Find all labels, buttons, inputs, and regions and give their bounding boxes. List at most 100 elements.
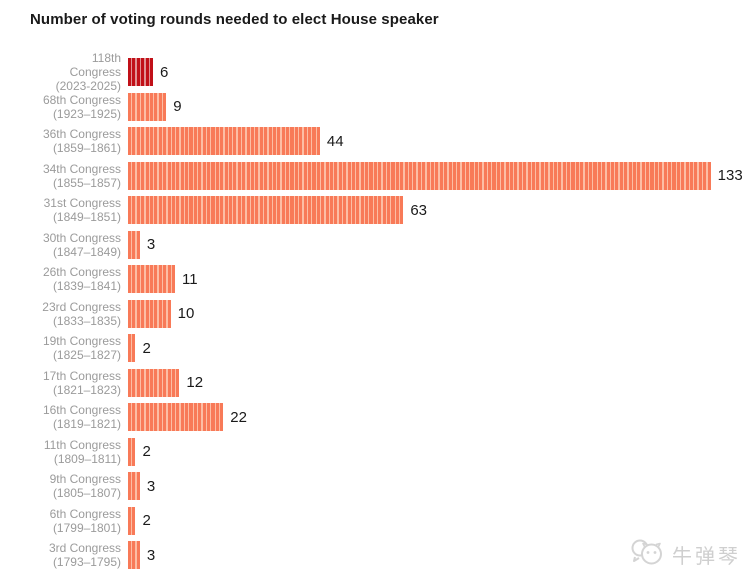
bar-stripe bbox=[356, 161, 360, 190]
bar-stripe bbox=[193, 127, 197, 156]
bar-stripe bbox=[176, 368, 180, 397]
category-label: 9th Congress (1805–1807) bbox=[49, 472, 121, 501]
bar-stripe bbox=[228, 127, 233, 156]
bar-area: 3 bbox=[128, 472, 155, 501]
bar-stripe bbox=[338, 196, 342, 225]
bar-stripe bbox=[378, 196, 382, 225]
bar-stripe bbox=[430, 161, 435, 190]
bar-stripe bbox=[444, 161, 448, 190]
bar-stripe bbox=[246, 196, 250, 225]
bar-area: 9 bbox=[128, 92, 182, 121]
bar-stripe bbox=[158, 196, 162, 225]
bar-stripe bbox=[312, 127, 316, 156]
bar-stripe bbox=[259, 127, 263, 156]
chart-row: 9th Congress (1805–1807) 3 bbox=[27, 469, 749, 504]
bar-stripe bbox=[373, 161, 377, 190]
chart-row: 34th Congress (1855–1857) 133 bbox=[27, 159, 749, 194]
bar-stripe bbox=[154, 196, 158, 225]
bar-stripe bbox=[351, 196, 356, 225]
bar-stripe bbox=[193, 161, 197, 190]
bar-stripe bbox=[171, 196, 175, 225]
bar-stripe bbox=[145, 403, 149, 432]
value-label: 22 bbox=[230, 408, 247, 426]
bar-stripe bbox=[228, 161, 233, 190]
bar-stripe bbox=[198, 127, 202, 156]
bar-stripe bbox=[426, 161, 430, 190]
bar-stripe bbox=[321, 196, 325, 225]
bar-stripe bbox=[128, 299, 132, 328]
bar-stripe bbox=[215, 127, 219, 156]
bar-stripe bbox=[176, 403, 180, 432]
bar-stripe bbox=[163, 265, 167, 294]
chart-row: 23rd Congress (1833–1835) 10 bbox=[27, 297, 749, 332]
bar-stripe bbox=[171, 265, 175, 294]
bar-stripe bbox=[527, 161, 531, 190]
bar bbox=[128, 230, 140, 259]
bar-stripe bbox=[136, 58, 140, 87]
bar-stripe bbox=[132, 161, 136, 190]
bar-stripe bbox=[250, 196, 255, 225]
bar-stripe bbox=[290, 127, 294, 156]
bar-stripe bbox=[509, 161, 514, 190]
bar-stripe bbox=[268, 196, 272, 225]
bar-stripe bbox=[250, 161, 255, 190]
bar-stripe bbox=[185, 403, 189, 432]
bar-area: 3 bbox=[128, 541, 155, 570]
bar-stripe bbox=[567, 161, 571, 190]
chart-row: 11th Congress (1809–1811) 2 bbox=[27, 435, 749, 470]
bar-stripe bbox=[132, 196, 136, 225]
bar-stripe bbox=[158, 127, 162, 156]
bar-stripe bbox=[189, 196, 193, 225]
bar-stripe bbox=[207, 127, 211, 156]
bar-stripe bbox=[452, 161, 456, 190]
bar-stripe bbox=[312, 161, 316, 190]
bar-stripe bbox=[220, 127, 224, 156]
bar-stripe bbox=[207, 161, 211, 190]
bar-stripe bbox=[149, 265, 154, 294]
bar-area: 6 bbox=[128, 58, 168, 87]
bar-stripe bbox=[189, 161, 193, 190]
bar-stripe bbox=[163, 161, 167, 190]
bar-stripe bbox=[272, 161, 276, 190]
bar-stripe bbox=[382, 161, 386, 190]
category-label: 68th Congress (1923–1925) bbox=[42, 92, 121, 121]
category-label: 30th Congress (1847–1849) bbox=[42, 230, 121, 259]
category-label: 6th Congress (1799–1801) bbox=[49, 506, 121, 535]
bar-stripe bbox=[400, 161, 404, 190]
bar-stripe bbox=[136, 127, 140, 156]
bar-stripe bbox=[325, 196, 329, 225]
bar-stripe bbox=[171, 127, 175, 156]
bar-stripe bbox=[703, 161, 707, 190]
bar-stripe bbox=[128, 58, 132, 87]
bar-stripe bbox=[391, 196, 395, 225]
bar-stripe bbox=[154, 127, 158, 156]
value-label: 2 bbox=[142, 512, 151, 530]
bar-stripe bbox=[149, 299, 154, 328]
bar-stripe bbox=[158, 92, 162, 121]
value-label: 63 bbox=[410, 201, 427, 219]
bar-stripe bbox=[233, 196, 237, 225]
bar-stripe bbox=[163, 127, 167, 156]
bar-stripe bbox=[132, 506, 136, 535]
bar-stripe bbox=[149, 403, 154, 432]
bar-stripe bbox=[294, 196, 298, 225]
bar-stripe bbox=[439, 161, 443, 190]
chart-row: 3rd Congress (1793–1795) 3 bbox=[27, 538, 749, 573]
bar-stripe bbox=[387, 196, 391, 225]
bar-stripe bbox=[400, 196, 404, 225]
bar-stripe bbox=[163, 196, 167, 225]
bar-stripe bbox=[220, 196, 224, 225]
bar-stripe bbox=[167, 161, 171, 190]
bar-stripe bbox=[228, 196, 233, 225]
bar-stripe bbox=[185, 161, 189, 190]
bar-stripe bbox=[141, 368, 145, 397]
bar-stripe bbox=[132, 230, 136, 259]
bar-stripe bbox=[308, 161, 312, 190]
bar-stripe bbox=[417, 161, 421, 190]
bar-area: 12 bbox=[128, 368, 204, 397]
bar-stripe bbox=[286, 127, 290, 156]
value-label: 12 bbox=[186, 374, 204, 392]
bar-stripe bbox=[154, 403, 158, 432]
bar-stripe bbox=[167, 265, 171, 294]
bar-stripe bbox=[189, 127, 193, 156]
